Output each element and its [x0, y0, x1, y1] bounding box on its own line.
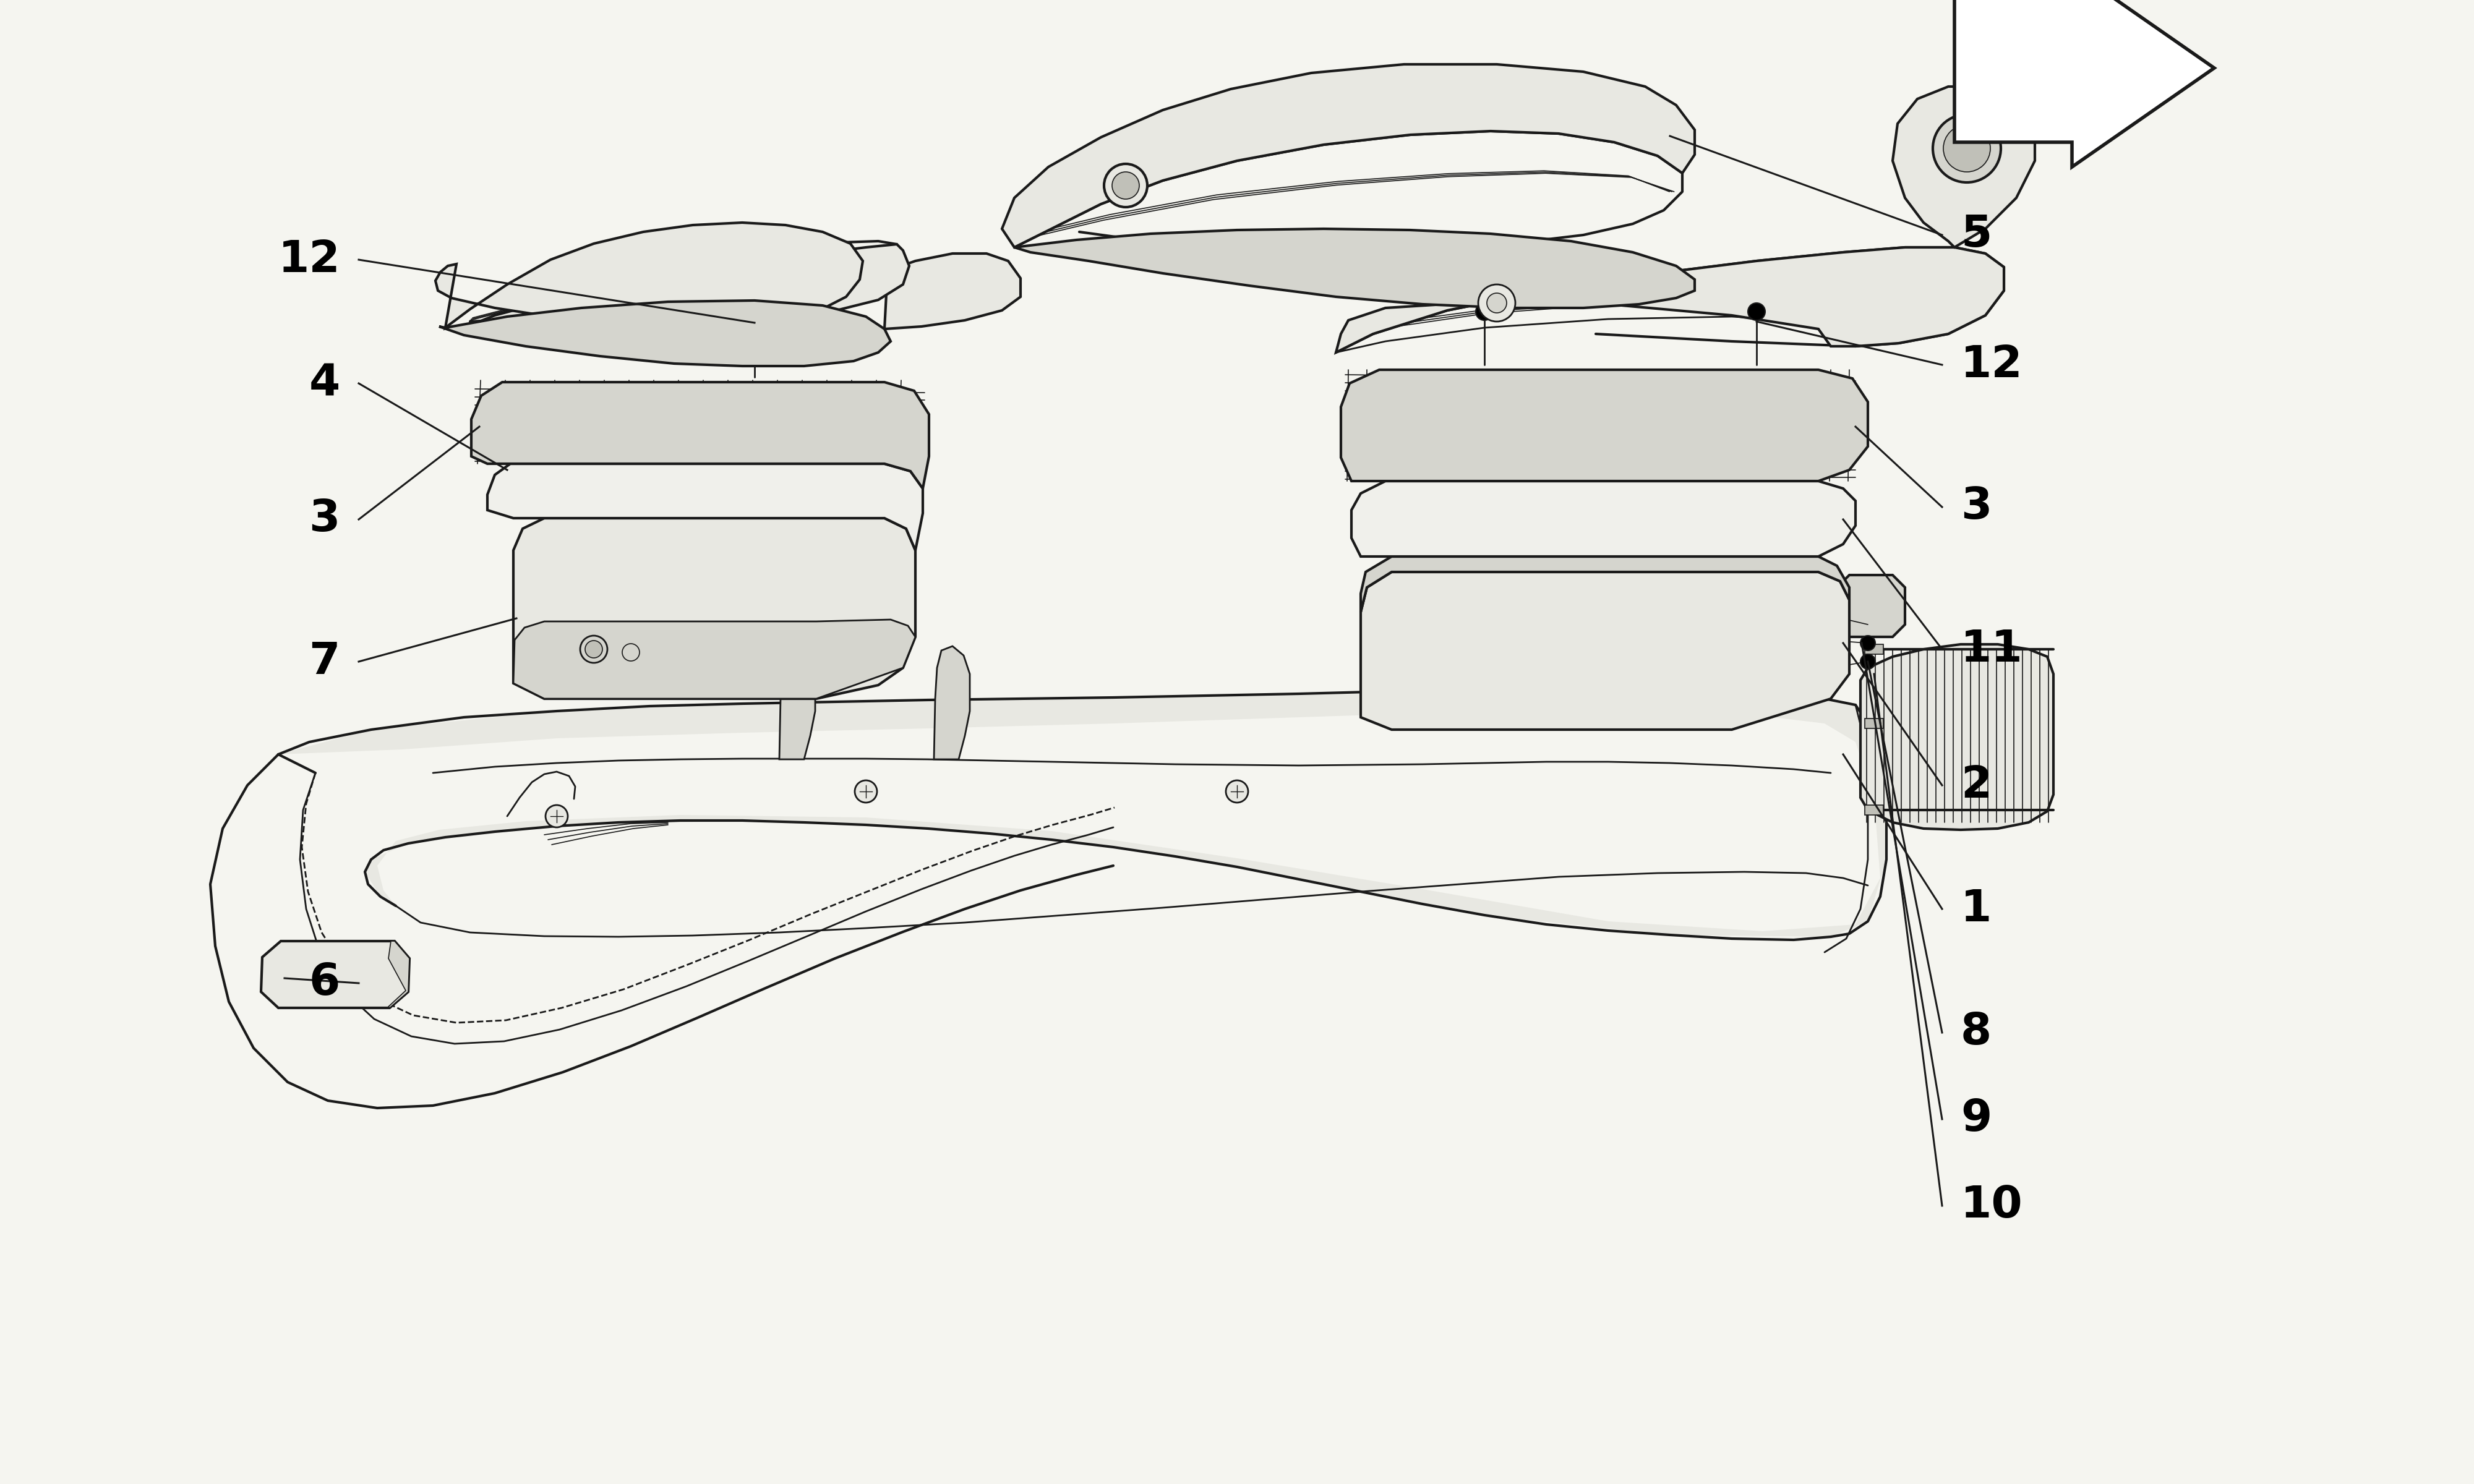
Circle shape	[544, 804, 569, 828]
Circle shape	[1487, 292, 1507, 313]
Polygon shape	[1836, 574, 1905, 637]
Polygon shape	[886, 254, 1022, 329]
Polygon shape	[1361, 556, 1851, 611]
Circle shape	[747, 315, 762, 332]
Text: 1: 1	[1959, 887, 1992, 930]
Text: 5: 5	[1959, 214, 1992, 257]
Text: 8: 8	[1959, 1011, 1992, 1054]
Circle shape	[586, 641, 604, 657]
Polygon shape	[1014, 229, 1695, 307]
Text: 7: 7	[309, 640, 341, 683]
Polygon shape	[388, 941, 411, 1008]
Polygon shape	[1341, 370, 1868, 481]
Text: 2: 2	[1959, 764, 1992, 807]
Circle shape	[1113, 172, 1138, 199]
Circle shape	[1747, 303, 1766, 321]
Polygon shape	[1954, 0, 2214, 166]
Polygon shape	[463, 245, 910, 329]
Polygon shape	[262, 941, 411, 1008]
Polygon shape	[1865, 804, 1883, 815]
Circle shape	[747, 266, 762, 280]
Polygon shape	[435, 223, 863, 328]
Circle shape	[1479, 285, 1514, 322]
Circle shape	[1945, 125, 1989, 172]
Polygon shape	[1002, 64, 1695, 248]
Polygon shape	[1351, 481, 1856, 556]
Circle shape	[1932, 114, 2001, 183]
Text: 12: 12	[277, 239, 341, 280]
Polygon shape	[515, 620, 915, 699]
Circle shape	[1860, 654, 1875, 669]
Text: 3: 3	[309, 499, 341, 540]
Circle shape	[623, 644, 638, 660]
Text: 4: 4	[309, 362, 341, 405]
Polygon shape	[1336, 248, 2004, 352]
Text: 9: 9	[1959, 1098, 1992, 1141]
Text: 12: 12	[1959, 343, 2024, 386]
Circle shape	[1103, 163, 1148, 208]
Polygon shape	[1893, 86, 2034, 248]
Polygon shape	[487, 463, 923, 551]
Text: 6: 6	[309, 962, 341, 1005]
Circle shape	[579, 635, 609, 663]
Polygon shape	[470, 381, 930, 488]
Circle shape	[1475, 303, 1494, 321]
Polygon shape	[935, 646, 970, 760]
Text: 11: 11	[1959, 628, 2024, 671]
Circle shape	[1227, 781, 1249, 803]
Polygon shape	[515, 518, 915, 699]
Polygon shape	[1865, 644, 1883, 654]
Polygon shape	[1860, 644, 2053, 830]
Polygon shape	[1361, 571, 1851, 730]
Text: 3: 3	[1959, 485, 1992, 528]
Polygon shape	[277, 686, 1888, 936]
Circle shape	[1860, 635, 1875, 650]
Polygon shape	[1865, 718, 1883, 729]
Text: 10: 10	[1959, 1184, 2024, 1227]
Polygon shape	[440, 300, 891, 367]
Circle shape	[856, 781, 876, 803]
Polygon shape	[779, 646, 816, 760]
